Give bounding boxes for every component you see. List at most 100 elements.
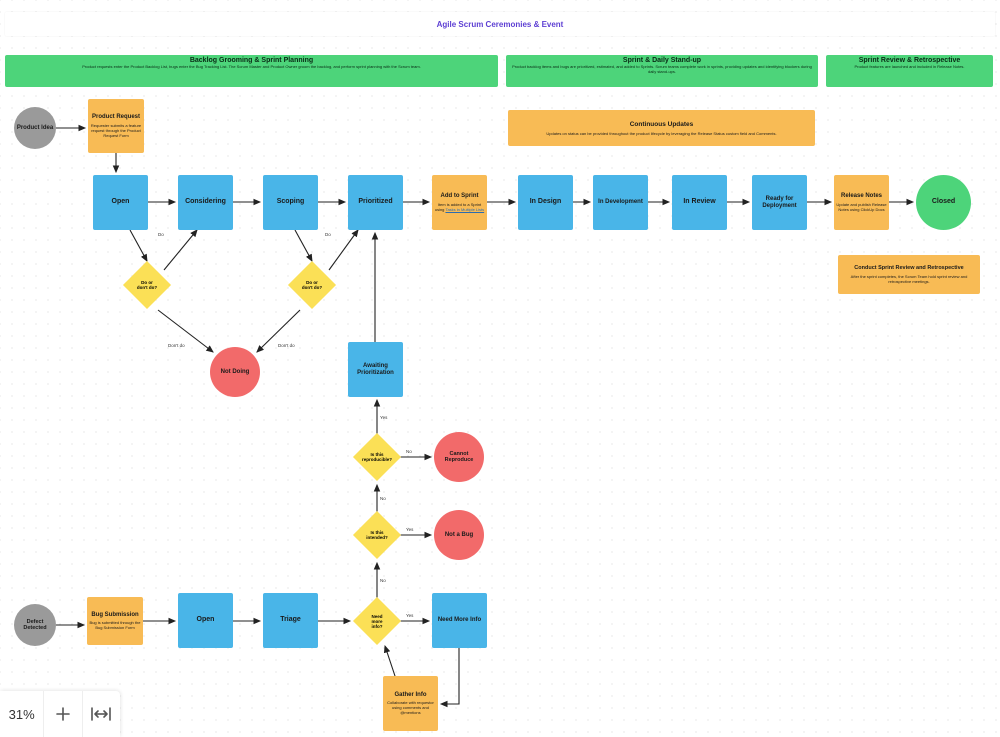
phase-header: Sprint Review & RetrospectiveProduct fea…: [826, 55, 993, 87]
phase-header: Backlog Grooming & Sprint PlanningProduc…: [5, 55, 498, 87]
node-sub: Update and publish Release Notes using C…: [836, 202, 887, 212]
node-sub: Bug is submitted through the Bug Submiss…: [89, 620, 141, 630]
edge: [130, 230, 147, 261]
canvas[interactable]: Agile Scrum Ceremonies & Event Backlog G…: [0, 0, 1000, 737]
retro-band-sub: After the sprint completes, the Scrum Te…: [840, 274, 978, 284]
node-label: Considering: [185, 198, 226, 206]
node-readyDeploy[interactable]: Ready for Deployment: [752, 175, 807, 230]
node-inReview[interactable]: In Review: [672, 175, 727, 230]
fit-width-button[interactable]: [83, 691, 120, 737]
edge-label: Yes: [380, 415, 387, 420]
continuous-updates-sub: Updates on status can be provided throug…: [546, 131, 776, 136]
node-label: Defect Detected: [16, 619, 54, 632]
node-addToSprint[interactable]: Add to Sprint Item is added to a Sprint u…: [432, 175, 487, 230]
decision-d3[interactable]: Is this reproducible?: [360, 440, 394, 474]
node-inDevelopment[interactable]: In Development: [593, 175, 648, 230]
node-label: In Design: [530, 198, 562, 206]
edge-label: Don't do: [278, 343, 295, 348]
node-label: Open: [112, 198, 130, 206]
zoom-percent[interactable]: 31%: [0, 691, 44, 737]
node-gatherInfo[interactable]: Gather InfoCollaborate with requestor us…: [383, 676, 438, 731]
edge-label: Yes: [406, 527, 413, 532]
edge-label: No: [380, 578, 386, 583]
phase-header-sub: Product backlog items and bugs are prior…: [510, 65, 814, 74]
node-label: Scoping: [277, 198, 305, 206]
node-inDesign[interactable]: In Design: [518, 175, 573, 230]
node-open2[interactable]: Open: [178, 593, 233, 648]
phase-header-sub: Product requests enter the Product Backl…: [9, 65, 494, 70]
retrospective-band: Conduct Sprint Review and Retrospective A…: [838, 255, 980, 294]
node-label: Closed: [932, 198, 955, 206]
edge: [441, 648, 459, 704]
node-needMoreInfo[interactable]: Need More Info: [432, 593, 487, 648]
node-label: Bug Submission: [91, 612, 138, 619]
node-label: In Review: [683, 198, 715, 206]
decision-label: Is this intended?: [360, 518, 394, 552]
node-label: Not a Bug: [445, 532, 473, 539]
node-label: Product Request: [92, 114, 140, 121]
node-prioritized[interactable]: Prioritized: [348, 175, 403, 230]
edge: [385, 646, 395, 676]
phase-header: Sprint & Daily Stand-upProduct backlog i…: [506, 55, 818, 87]
node-productIdea[interactable]: Product Idea: [14, 107, 56, 149]
edge: [295, 230, 312, 261]
node-label: Ready for Deployment: [754, 196, 805, 210]
retro-band-title: Conduct Sprint Review and Retrospective: [854, 265, 963, 271]
edge: [158, 310, 213, 352]
continuous-updates-title: Continuous Updates: [630, 121, 694, 128]
node-label: Product Idea: [17, 125, 53, 132]
node-triage[interactable]: Triage: [263, 593, 318, 648]
decision-d5[interactable]: Need more info?: [360, 604, 394, 638]
node-link[interactable]: Tasks in Multiple Lists: [445, 207, 484, 212]
node-label: Gather Info: [394, 692, 426, 699]
edge-label: No: [380, 496, 386, 501]
edge: [164, 230, 197, 270]
node-label: In Development: [598, 199, 643, 206]
node-sub: Requester submits a feature request thro…: [90, 123, 142, 138]
node-bugSubmission[interactable]: Bug SubmissionBug is submitted through t…: [87, 597, 143, 645]
node-label: Release Notes: [841, 193, 882, 200]
decision-d1[interactable]: Do or don't do?: [130, 268, 164, 302]
node-sub: Item is added to a Sprint using Tasks in…: [434, 202, 485, 212]
node-sub: Collaborate with requestor using comment…: [385, 700, 436, 715]
zoom-controls: 31%: [0, 691, 120, 737]
node-label: Triage: [280, 616, 301, 624]
node-cannotRepro[interactable]: Cannot Reproduce: [434, 432, 484, 482]
edge: [329, 230, 358, 270]
fit-width-icon: [91, 707, 111, 721]
edge-label: No: [406, 449, 412, 454]
decision-label: Do or don't do?: [130, 268, 164, 302]
node-label: Add to Sprint: [441, 193, 479, 200]
decision-d4[interactable]: Is this intended?: [360, 518, 394, 552]
diagram-title-box: Agile Scrum Ceremonies & Event: [5, 12, 995, 36]
edge-label: Do: [325, 232, 331, 237]
node-notABug[interactable]: Not a Bug: [434, 510, 484, 560]
node-label: Prioritized: [358, 198, 392, 206]
edge-label: Don't do: [168, 343, 185, 348]
node-releaseNotes[interactable]: Release Notes Update and publish Release …: [834, 175, 889, 230]
decision-d2[interactable]: Do or don't do?: [295, 268, 329, 302]
node-scoping[interactable]: Scoping: [263, 175, 318, 230]
node-notDoing[interactable]: Not Doing: [210, 347, 260, 397]
node-considering[interactable]: Considering: [178, 175, 233, 230]
zoom-in-button[interactable]: [44, 691, 82, 737]
continuous-updates-band: Continuous Updates Updates on status can …: [508, 110, 815, 146]
phase-header-sub: Product features are launched and includ…: [830, 65, 989, 70]
diagram-title: Agile Scrum Ceremonies & Event: [437, 20, 564, 29]
node-defectDetected[interactable]: Defect Detected: [14, 604, 56, 646]
edges-layer: [0, 0, 1000, 737]
node-label: Need More Info: [438, 617, 481, 624]
decision-label: Do or don't do?: [295, 268, 329, 302]
node-label: Cannot Reproduce: [436, 451, 482, 464]
edge-label: Yes: [406, 613, 413, 618]
node-label: Not Doing: [221, 369, 250, 376]
node-label: Awaiting Prioritization: [350, 363, 401, 377]
node-open1[interactable]: Open: [93, 175, 148, 230]
edge-label: Do: [158, 232, 164, 237]
node-productRequest[interactable]: Product Request Requester submits a featu…: [88, 99, 144, 153]
node-label: Open: [197, 616, 215, 624]
decision-label: Is this reproducible?: [360, 440, 394, 474]
node-closed[interactable]: Closed: [916, 175, 971, 230]
decision-label: Need more info?: [360, 604, 394, 638]
node-awaiting[interactable]: Awaiting Prioritization: [348, 342, 403, 397]
